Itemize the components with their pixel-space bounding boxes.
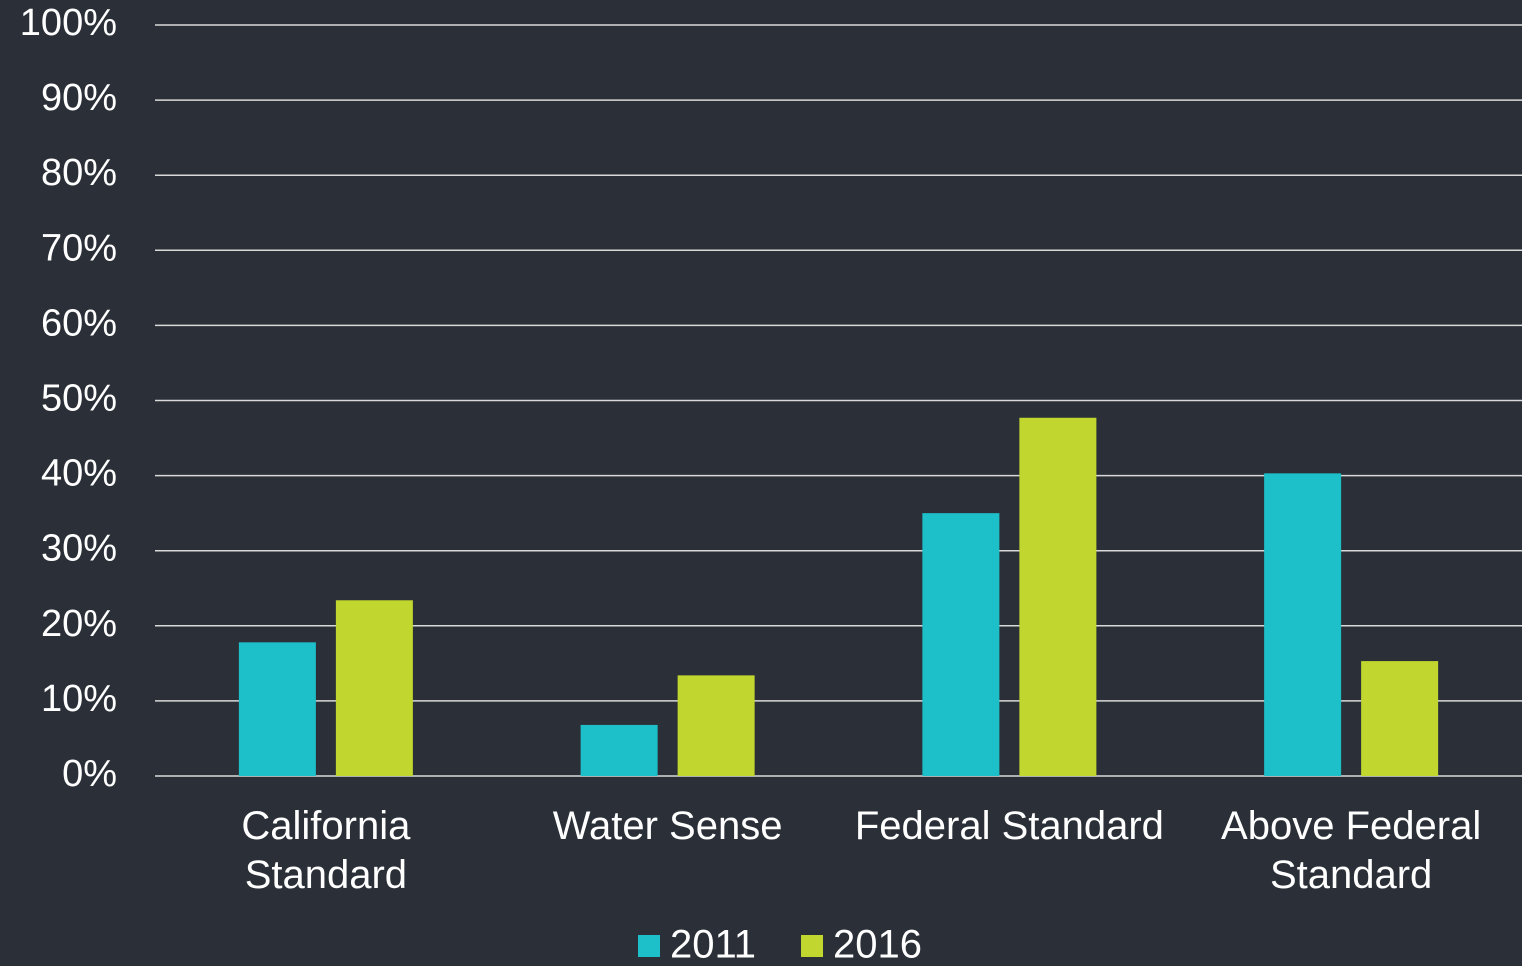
bar bbox=[335, 600, 413, 776]
y-tick-label: 30% bbox=[41, 528, 117, 570]
x-tick-label: California Standard bbox=[241, 804, 411, 897]
y-tick-label: 100% bbox=[20, 2, 117, 44]
y-tick-label: 40% bbox=[41, 453, 117, 495]
bar bbox=[1019, 417, 1097, 776]
x-tick-label: Water Sense bbox=[552, 804, 783, 848]
x-tick-label: Federal Standard bbox=[854, 804, 1164, 848]
y-tick-label: 90% bbox=[41, 77, 117, 119]
x-tick-label: Above Federal Standard bbox=[1221, 804, 1482, 897]
y-tick-label: 20% bbox=[41, 603, 117, 645]
bar bbox=[580, 724, 658, 776]
y-tick-label: 70% bbox=[41, 227, 117, 269]
y-tick-label: 80% bbox=[41, 152, 117, 194]
legend-swatch bbox=[801, 935, 824, 957]
y-tick-label: 50% bbox=[41, 378, 117, 420]
bar bbox=[238, 642, 316, 776]
y-tick-label: 0% bbox=[62, 753, 117, 795]
bar bbox=[1361, 661, 1439, 776]
legend-swatch bbox=[638, 935, 660, 957]
y-tick-label: 60% bbox=[41, 302, 117, 344]
bar bbox=[1264, 473, 1342, 776]
y-tick-label: 10% bbox=[41, 678, 117, 720]
bar bbox=[922, 513, 1000, 776]
legend-label: 2016 bbox=[833, 923, 922, 966]
legend-label: 2011 bbox=[670, 923, 756, 966]
bar bbox=[677, 675, 755, 776]
